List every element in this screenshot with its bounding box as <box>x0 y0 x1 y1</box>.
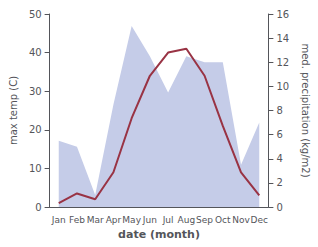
svg-text:Jul: Jul <box>162 215 174 225</box>
svg-text:0: 0 <box>276 202 282 213</box>
svg-text:Apr: Apr <box>106 215 122 225</box>
svg-text:16: 16 <box>276 9 289 20</box>
svg-text:Jun: Jun <box>142 215 157 225</box>
svg-text:10: 10 <box>29 163 42 174</box>
svg-text:date (month): date (month) <box>118 228 200 241</box>
svg-text:Mar: Mar <box>87 215 104 225</box>
svg-text:Feb: Feb <box>69 215 85 225</box>
svg-text:Aug: Aug <box>178 215 196 225</box>
svg-text:20: 20 <box>29 124 42 135</box>
svg-text:Sep: Sep <box>196 215 213 225</box>
svg-text:14: 14 <box>276 33 289 44</box>
svg-text:med. precipitation (kg/m2): med. precipitation (kg/m2) <box>300 43 311 177</box>
svg-text:max temp (C): max temp (C) <box>8 76 19 145</box>
svg-text:0: 0 <box>35 202 41 213</box>
svg-text:May: May <box>122 215 141 225</box>
svg-text:Nov: Nov <box>232 215 250 225</box>
svg-text:Dec: Dec <box>251 215 268 225</box>
svg-text:8: 8 <box>276 105 282 116</box>
svg-text:Jan: Jan <box>51 215 66 225</box>
svg-text:6: 6 <box>276 129 282 140</box>
svg-text:2: 2 <box>276 177 282 188</box>
svg-text:Oct: Oct <box>215 215 231 225</box>
svg-text:40: 40 <box>29 47 42 58</box>
svg-text:30: 30 <box>29 86 42 97</box>
svg-text:12: 12 <box>276 57 289 68</box>
svg-text:50: 50 <box>29 9 42 20</box>
svg-text:10: 10 <box>276 81 289 92</box>
svg-text:4: 4 <box>276 153 282 164</box>
